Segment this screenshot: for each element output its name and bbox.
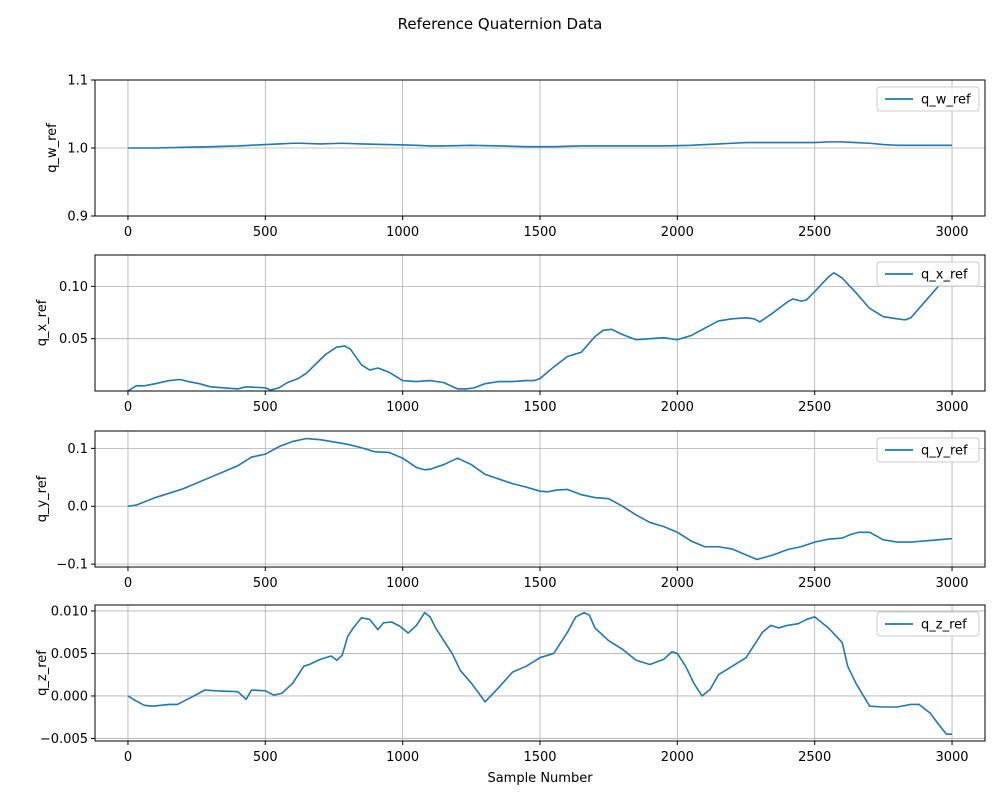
legend-label: q_z_ref: [921, 618, 967, 633]
x-axis-label: Sample Number: [487, 771, 593, 786]
y-axis-label: q_y_ref: [35, 475, 50, 522]
x-tick-label: 1000: [386, 225, 419, 240]
x-tick-label: 2500: [798, 225, 831, 240]
x-tick-label: 1500: [523, 576, 556, 591]
x-tick-label: 2500: [798, 750, 831, 765]
x-tick-label: 1500: [523, 750, 556, 765]
x-tick-label: 0: [124, 400, 132, 415]
y-tick-label: 0.05: [59, 332, 88, 347]
series-line-q_z_ref: [127, 611, 953, 736]
y-tick-label: 1.0: [67, 142, 88, 157]
y-tick-label: 0.005: [51, 647, 88, 662]
x-tick-label: 3000: [935, 576, 968, 591]
legend: q_z_ref: [876, 611, 980, 637]
x-tick-label: 3000: [935, 225, 968, 240]
y-tick-label: −0.1: [56, 558, 88, 573]
x-tick-label: 2000: [661, 225, 694, 240]
x-tick-label: 2000: [661, 750, 694, 765]
legend-box: [876, 437, 980, 463]
x-tick-label: 1000: [386, 750, 419, 765]
x-tick-label: 1500: [523, 400, 556, 415]
y-tick-label: −0.005: [40, 732, 88, 747]
legend: q_w_ref: [876, 86, 980, 112]
series-line-q_w_ref: [127, 141, 953, 149]
y-tick-label: 0.1: [67, 442, 88, 457]
grid: [95, 79, 985, 217]
x-tick-label: 2000: [661, 576, 694, 591]
legend-box: [876, 261, 980, 287]
x-tick-label: 0: [124, 225, 132, 240]
series-line-q_x_ref: [127, 271, 953, 391]
legend-box: [876, 86, 980, 112]
x-tick-label: 0: [124, 576, 132, 591]
subplot-1: 0 500 1000 1500 2000 2500 3000 0.9 1.0 1.1 q_w_ref…: [45, 74, 986, 240]
y-tick-label: 0.9: [67, 210, 88, 225]
x-tick-label: 500: [253, 576, 278, 591]
legend-box: [876, 611, 980, 637]
y-axis-label: q_x_ref: [35, 299, 50, 346]
x-tick-label: 3000: [935, 400, 968, 415]
legend-label: q_w_ref: [921, 93, 971, 108]
x-tick-label: 500: [253, 225, 278, 240]
y-axis-label: q_z_ref: [35, 650, 50, 696]
legend: q_y_ref: [876, 437, 980, 463]
figure-title: Reference Quaternion Data: [398, 15, 603, 33]
x-tick-label: 500: [253, 750, 278, 765]
y-tick-label: 0.0: [67, 500, 88, 515]
x-tick-label: 2000: [661, 400, 694, 415]
y-tick-label: 0.10: [59, 280, 88, 295]
y-tick-label: 0.000: [51, 689, 88, 704]
x-tick-label: 0: [124, 750, 132, 765]
x-tick-label: 2500: [798, 576, 831, 591]
x-tick-label: 3000: [935, 750, 968, 765]
series-line-q_y_ref: [127, 437, 953, 561]
x-tick-label: 1500: [523, 225, 556, 240]
y-tick-label: 1.1: [67, 74, 88, 89]
y-axis-label: q_w_ref: [45, 123, 60, 173]
grid: [95, 431, 985, 567]
legend: q_x_ref: [876, 261, 980, 287]
subplots: 0 500 1000 1500 2000 2500 3000 0.9 1.0 1.1 q_w_ref…: [35, 74, 986, 765]
x-tick-label: 2500: [798, 400, 831, 415]
subplot-3: 0 500 1000 1500 2000 2500 3000 −0.1 0.0 0.1 q_y_re…: [35, 430, 986, 591]
subplot-4: 0 500 1000 1500 2000 2500 3000 −0.005 0.000 0.005…: [35, 604, 986, 765]
x-tick-label: 500: [253, 400, 278, 415]
y-tick-label: 0.010: [51, 604, 88, 619]
legend-label: q_y_ref: [921, 444, 968, 459]
x-tick-label: 1000: [386, 400, 419, 415]
grid: [95, 605, 985, 741]
subplot-2: 0 500 1000 1500 2000 2500 30000.050.10q_x_refq…: [35, 254, 986, 415]
grid: [95, 255, 985, 391]
x-tick-label: 1000: [386, 576, 419, 591]
legend-label: q_x_ref: [921, 268, 968, 283]
